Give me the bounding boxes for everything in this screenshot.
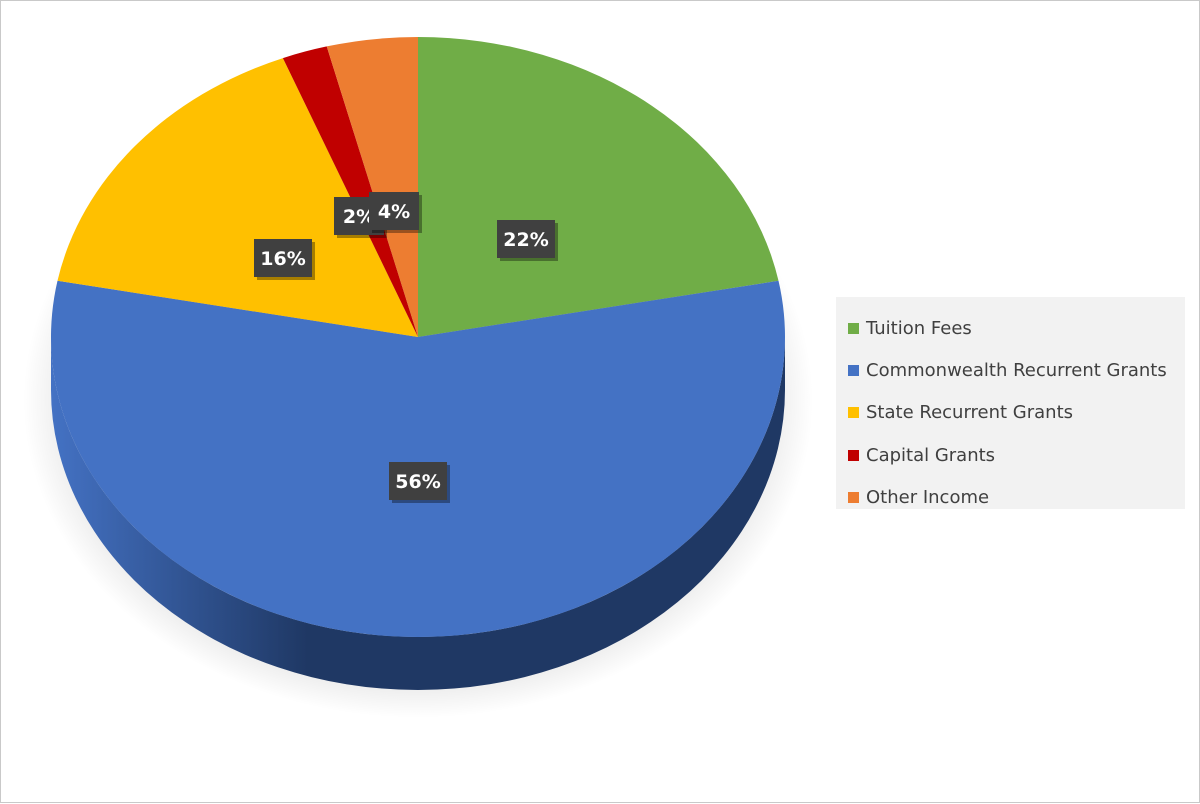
pie-slice-state-recurrent-grants bbox=[57, 58, 418, 337]
data-label-other-income: 4% bbox=[369, 192, 422, 233]
data-label-box bbox=[254, 239, 312, 277]
legend-label-state-recurrent-grants: State Recurrent Grants bbox=[866, 402, 1074, 424]
data-label-commonwealth-recurrent-grants: 56% bbox=[389, 462, 450, 503]
data-label-text: 2% bbox=[343, 206, 375, 228]
pie-slice-commonwealth-recurrent-grants bbox=[51, 280, 786, 638]
data-label-text: 16% bbox=[260, 248, 305, 270]
chart-legend: Tuition Fees Commonwealth Recurrent Gran… bbox=[836, 297, 1185, 509]
legend-label-capital-grants: Capital Grants bbox=[866, 444, 996, 466]
legend-item-other-income: Other Income bbox=[848, 476, 1185, 518]
legend-label-other-income: Other Income bbox=[866, 486, 990, 508]
pie-slice-tuition-fees bbox=[418, 37, 779, 337]
pie-slice-capital-grants bbox=[282, 46, 418, 338]
legend-swatch-capital-grants bbox=[848, 449, 859, 461]
legend-swatch-tuition-fees bbox=[848, 322, 859, 334]
data-label-state-recurrent-grants: 16% bbox=[254, 239, 315, 280]
data-label-box bbox=[497, 220, 555, 258]
legend-label-tuition-fees: Tuition Fees bbox=[866, 317, 972, 339]
data-label-text: 4% bbox=[378, 201, 410, 223]
legend-item-commonwealth-recurrent-grants: Commonwealth Recurrent Grants bbox=[848, 349, 1185, 391]
pie-side-commonwealth-recurrent-grants bbox=[51, 337, 785, 690]
data-label-text: 22% bbox=[503, 229, 548, 251]
data-label-text: 56% bbox=[395, 471, 440, 493]
legend-item-tuition-fees: Tuition Fees bbox=[848, 307, 1185, 349]
legend-swatch-commonwealth-recurrent-grants bbox=[848, 364, 859, 376]
data-label-box bbox=[389, 462, 447, 500]
legend-item-state-recurrent-grants: State Recurrent Grants bbox=[848, 392, 1185, 434]
data-label-tuition-fees: 22% bbox=[497, 220, 558, 261]
legend-swatch-other-income bbox=[848, 491, 859, 503]
data-label-box bbox=[369, 192, 419, 230]
legend-item-capital-grants: Capital Grants bbox=[848, 434, 1185, 476]
pie-slice-other-income bbox=[326, 37, 418, 337]
legend-swatch-state-recurrent-grants bbox=[848, 407, 859, 419]
legend-label-commonwealth-recurrent-grants: Commonwealth Recurrent Grants bbox=[866, 359, 1167, 381]
